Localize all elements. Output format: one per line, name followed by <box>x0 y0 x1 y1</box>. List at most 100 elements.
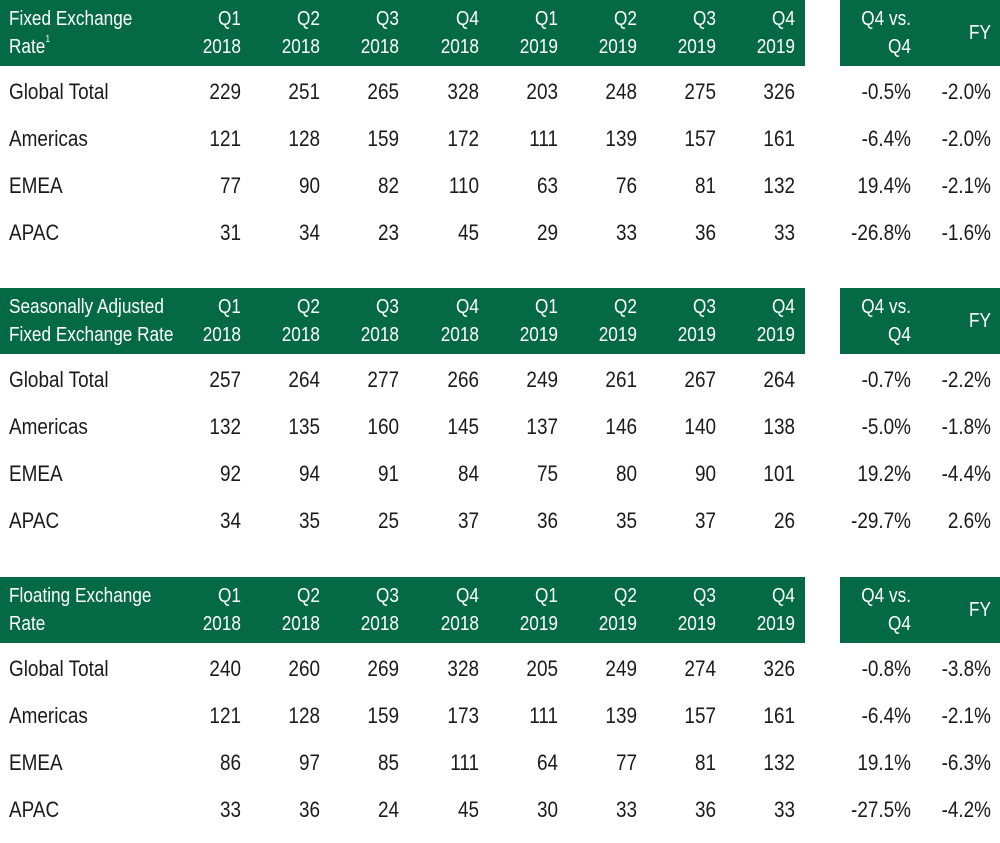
value-cell: 205 <box>526 656 558 681</box>
value-cell: 97 <box>298 750 320 775</box>
fy-change-cell: -4.2% <box>941 797 991 822</box>
value-cell: 277 <box>367 367 399 392</box>
period-header: Q2 2019 <box>598 296 637 346</box>
value-cell: 132 <box>209 414 241 439</box>
value-cell: 81 <box>694 173 716 198</box>
value-cell: 121 <box>209 126 241 151</box>
value-cell: 81 <box>694 750 716 775</box>
q4-change-cell: -5.0% <box>861 414 911 439</box>
value-cell: 328 <box>447 656 479 681</box>
value-cell: 251 <box>288 79 320 104</box>
row-label: Global Total <box>9 79 109 104</box>
period-header: Q1 2018 <box>202 8 241 58</box>
row-label: Americas <box>9 703 88 728</box>
row-label: EMEA <box>9 173 63 198</box>
value-cell: 274 <box>684 656 716 681</box>
value-cell: 326 <box>763 656 795 681</box>
q4-change-header: Q4 vs. Q4 <box>861 585 911 635</box>
value-cell: 63 <box>536 173 558 198</box>
q4-change-cell: -29.7% <box>851 508 911 533</box>
table-row: APAC 31 34 23 45 29 33 36 33 -26.8% -1.6… <box>0 210 1000 257</box>
value-cell: 145 <box>447 414 479 439</box>
value-cell: 34 <box>298 220 320 245</box>
value-cell: 29 <box>536 220 558 245</box>
value-cell: 264 <box>763 367 795 392</box>
row-label: Global Total <box>9 367 109 392</box>
value-cell: 146 <box>605 414 637 439</box>
value-cell: 248 <box>605 79 637 104</box>
value-cell: 90 <box>694 461 716 486</box>
value-cell: 77 <box>219 173 241 198</box>
q4-change-cell: -26.8% <box>851 220 911 245</box>
table-row: EMEA 92 94 91 84 75 80 90 101 19.2% -4.4… <box>0 451 1000 498</box>
seasonally-adjusted-table: Seasonally Adjusted Fixed Exchange Rate … <box>0 288 1000 554</box>
table-row: Americas 121 128 159 172 111 139 157 161… <box>0 116 1000 163</box>
period-header: Q3 2018 <box>360 296 399 346</box>
value-cell: 140 <box>684 414 716 439</box>
fy-change-cell: 2.6% <box>947 508 991 533</box>
period-header: Q3 2019 <box>677 8 716 58</box>
period-header: Q2 2019 <box>598 585 637 635</box>
change-header <box>840 288 1000 354</box>
period-header: Q2 2018 <box>281 296 320 346</box>
q4-change-cell: -27.5% <box>851 797 911 822</box>
value-cell: 25 <box>377 508 399 533</box>
value-cell: 267 <box>684 367 716 392</box>
period-header: Q1 2019 <box>519 585 558 635</box>
period-header: Q1 2018 <box>202 585 241 635</box>
value-cell: 94 <box>298 461 320 486</box>
value-cell: 264 <box>288 367 320 392</box>
value-cell: 260 <box>288 656 320 681</box>
fy-change-cell: -2.1% <box>941 703 991 728</box>
value-cell: 23 <box>377 220 399 245</box>
value-cell: 34 <box>219 508 241 533</box>
value-cell: 159 <box>367 126 399 151</box>
value-cell: 33 <box>615 797 637 822</box>
footnote-marker: 1 <box>45 34 51 45</box>
fy-change-cell: -4.4% <box>941 461 991 486</box>
value-cell: 111 <box>529 703 558 728</box>
q4-change-cell: -0.5% <box>861 79 911 104</box>
value-cell: 26 <box>773 508 795 533</box>
q4-change-cell: -6.4% <box>861 703 911 728</box>
value-cell: 101 <box>763 461 795 486</box>
fy-change-cell: -2.1% <box>941 173 991 198</box>
value-cell: 261 <box>605 367 637 392</box>
period-header: Q3 2018 <box>360 8 399 58</box>
table-row: Global Total 229 251 265 328 203 248 275… <box>0 69 1000 116</box>
period-header: Q4 2018 <box>440 296 479 346</box>
q4-change-header: Q4 vs. Q4 <box>861 8 911 58</box>
value-cell: 91 <box>377 461 399 486</box>
value-cell: 138 <box>763 414 795 439</box>
table-row: APAC 34 35 25 37 36 35 37 26 -29.7% 2.6% <box>0 498 1000 545</box>
fy-change-header: FY <box>969 310 991 332</box>
table-header <box>0 288 805 354</box>
value-cell: 132 <box>763 750 795 775</box>
value-cell: 111 <box>450 750 479 775</box>
value-cell: 139 <box>605 126 637 151</box>
table-row: APAC 33 36 24 45 30 33 36 33 -27.5% -4.2… <box>0 787 1000 834</box>
value-cell: 203 <box>526 79 558 104</box>
row-label: Global Total <box>9 656 109 681</box>
table-row: Americas 121 128 159 173 111 139 157 161… <box>0 693 1000 740</box>
value-cell: 137 <box>526 414 558 439</box>
period-header: Q4 2018 <box>440 585 479 635</box>
value-cell: 266 <box>447 367 479 392</box>
period-header: Q4 2019 <box>756 296 795 346</box>
fy-change-cell: -2.0% <box>941 79 991 104</box>
value-cell: 110 <box>448 173 479 198</box>
value-cell: 36 <box>298 797 320 822</box>
value-cell: 160 <box>367 414 399 439</box>
table-row: Global Total 240 260 269 328 205 249 274… <box>0 646 1000 693</box>
value-cell: 229 <box>209 79 241 104</box>
value-cell: 45 <box>457 220 479 245</box>
period-header: Q4 2018 <box>440 8 479 58</box>
q4-change-header: Q4 vs. Q4 <box>861 296 911 346</box>
value-cell: 77 <box>615 750 637 775</box>
value-cell: 135 <box>288 414 320 439</box>
value-cell: 37 <box>694 508 716 533</box>
period-header: Q4 2019 <box>756 585 795 635</box>
value-cell: 128 <box>288 703 320 728</box>
q4-change-cell: 19.1% <box>857 750 911 775</box>
value-cell: 132 <box>763 173 795 198</box>
